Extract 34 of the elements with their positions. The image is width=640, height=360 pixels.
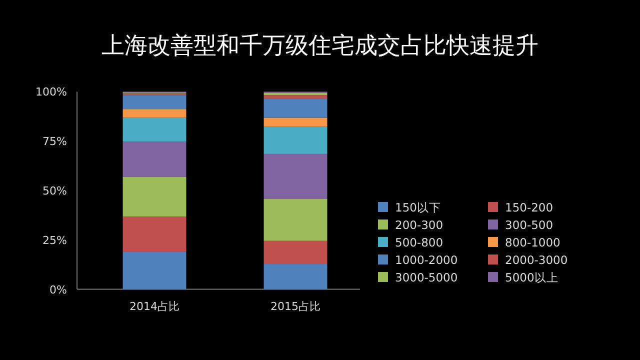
bar xyxy=(264,264,328,290)
bar xyxy=(264,92,328,96)
bar xyxy=(264,95,328,98)
legend-label: 200-300 xyxy=(395,218,444,232)
legend-label: 5000以上 xyxy=(505,270,558,284)
y-tick-label: 0% xyxy=(50,283,67,296)
y-tick-label: 100% xyxy=(36,86,67,99)
legend-label: 500-800 xyxy=(395,236,444,250)
bar xyxy=(264,154,328,199)
bar xyxy=(264,98,328,118)
bar xyxy=(264,198,328,241)
x-tick-label: 2014占比 xyxy=(130,300,180,313)
bar xyxy=(122,95,186,110)
legend-label: 1000-2000 xyxy=(395,253,458,267)
legend-label: 300-500 xyxy=(505,218,554,232)
legend-label: 800-1000 xyxy=(505,236,560,250)
legend-label: 150以下 xyxy=(395,200,441,214)
bar xyxy=(122,118,186,142)
legend-label: 150-200 xyxy=(505,200,554,214)
bar xyxy=(264,240,328,264)
bar xyxy=(264,118,328,127)
legend-label: 3000-5000 xyxy=(395,270,458,284)
bar xyxy=(122,252,186,290)
bar xyxy=(122,176,186,217)
y-tick-label: 75% xyxy=(42,135,67,148)
bar xyxy=(122,109,186,118)
y-tick-label: 50% xyxy=(42,184,67,198)
bar xyxy=(264,126,328,154)
bar xyxy=(122,216,186,252)
legend-label: 2000-3000 xyxy=(505,253,568,267)
bar xyxy=(122,142,186,177)
y-tick-label: 25% xyxy=(42,234,67,247)
x-tick-label: 2015占比 xyxy=(270,300,320,313)
title: 上海改善型和千万级住宅成交占比快速提升 xyxy=(102,33,538,59)
